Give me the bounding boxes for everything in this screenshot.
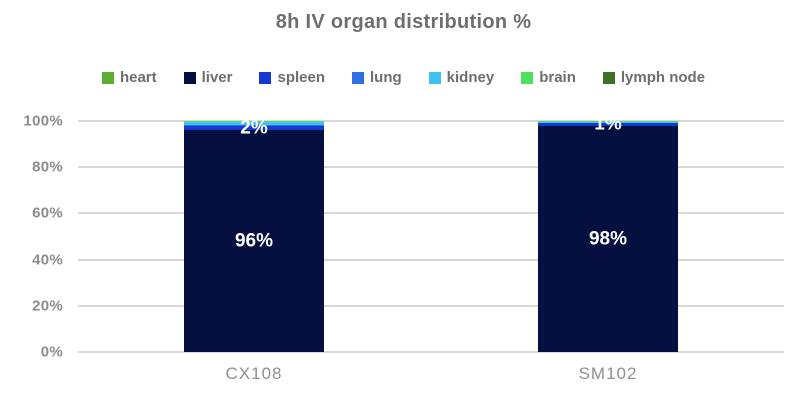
bar-segment-spleen [538, 123, 678, 126]
y-tick-label: 80% [32, 158, 63, 176]
bar-segment-value-label: 1% [594, 113, 622, 135]
bar-segment-spleen [184, 125, 324, 131]
gridline [78, 166, 784, 169]
bar-segment-liver [538, 125, 678, 352]
legend-swatch-icon [183, 71, 196, 84]
legend-label: kidney [446, 69, 495, 86]
y-axis: 0% 20% 40% 60% 80% 100% [0, 113, 63, 361]
legend-swatch-icon [602, 71, 615, 84]
bar-segment-value-label: 2% [240, 117, 268, 139]
legend: heart liver spleen lung kidney brain lymph nod… [0, 69, 807, 86]
legend-swatch-icon [259, 71, 272, 84]
gridline [78, 120, 784, 122]
legend-swatch-icon [101, 71, 114, 84]
gridline [78, 258, 784, 261]
x-axis-label-SM102: SM102 [578, 364, 638, 383]
y-tick-label: 20% [32, 297, 63, 315]
legend-swatch-icon [521, 71, 534, 84]
bar-SM102: 98% 1% [538, 115, 678, 352]
bar-segment-kidney [538, 121, 678, 123]
legend-item-lung: lung [352, 69, 402, 86]
bar-CX108: 96% 2% [184, 117, 324, 352]
legend-item-spleen: spleen [259, 69, 325, 86]
y-tick-label: 60% [32, 204, 63, 222]
bar-segment-value-label: 96% [234, 230, 274, 252]
bar-segment-lung [538, 122, 678, 124]
y-tick-label: 0% [40, 343, 63, 361]
legend-item-brain: brain [521, 69, 576, 86]
legend-label: spleen [277, 69, 326, 86]
legend-label: liver [201, 69, 233, 86]
legend-label: lymph node [620, 69, 706, 86]
legend-label: heart [119, 69, 157, 86]
legend-item-heart: heart [101, 69, 157, 86]
x-axis: CX108 SM102 [78, 364, 784, 394]
y-tick-label: 40% [32, 251, 63, 269]
plot-area: 96% 2% 98% 1% [78, 115, 784, 353]
bar-segment-value-label: 98% [588, 228, 628, 250]
bar-segment-brain [538, 121, 678, 122]
gridline [78, 351, 784, 353]
legend-item-liver: liver [183, 69, 233, 86]
legend-swatch-icon [352, 71, 365, 84]
bar-segment-lung [184, 124, 324, 126]
y-tick-label: 100% [23, 112, 63, 130]
legend-item-lymph-node: lymph node [602, 69, 706, 86]
legend-swatch-icon [428, 71, 441, 84]
bar-segment-liver [184, 130, 324, 352]
bar-segment-kidney [184, 122, 324, 125]
x-axis-label-CX108: CX108 [225, 364, 283, 383]
gridline [78, 212, 784, 215]
legend-item-kidney: kidney [428, 69, 495, 86]
chart-title: 8h IV organ distribution % [275, 11, 532, 33]
legend-label: lung [370, 69, 402, 86]
gridline [78, 304, 784, 307]
bar-segment-brain [184, 121, 324, 123]
legend-label: brain [539, 69, 576, 86]
